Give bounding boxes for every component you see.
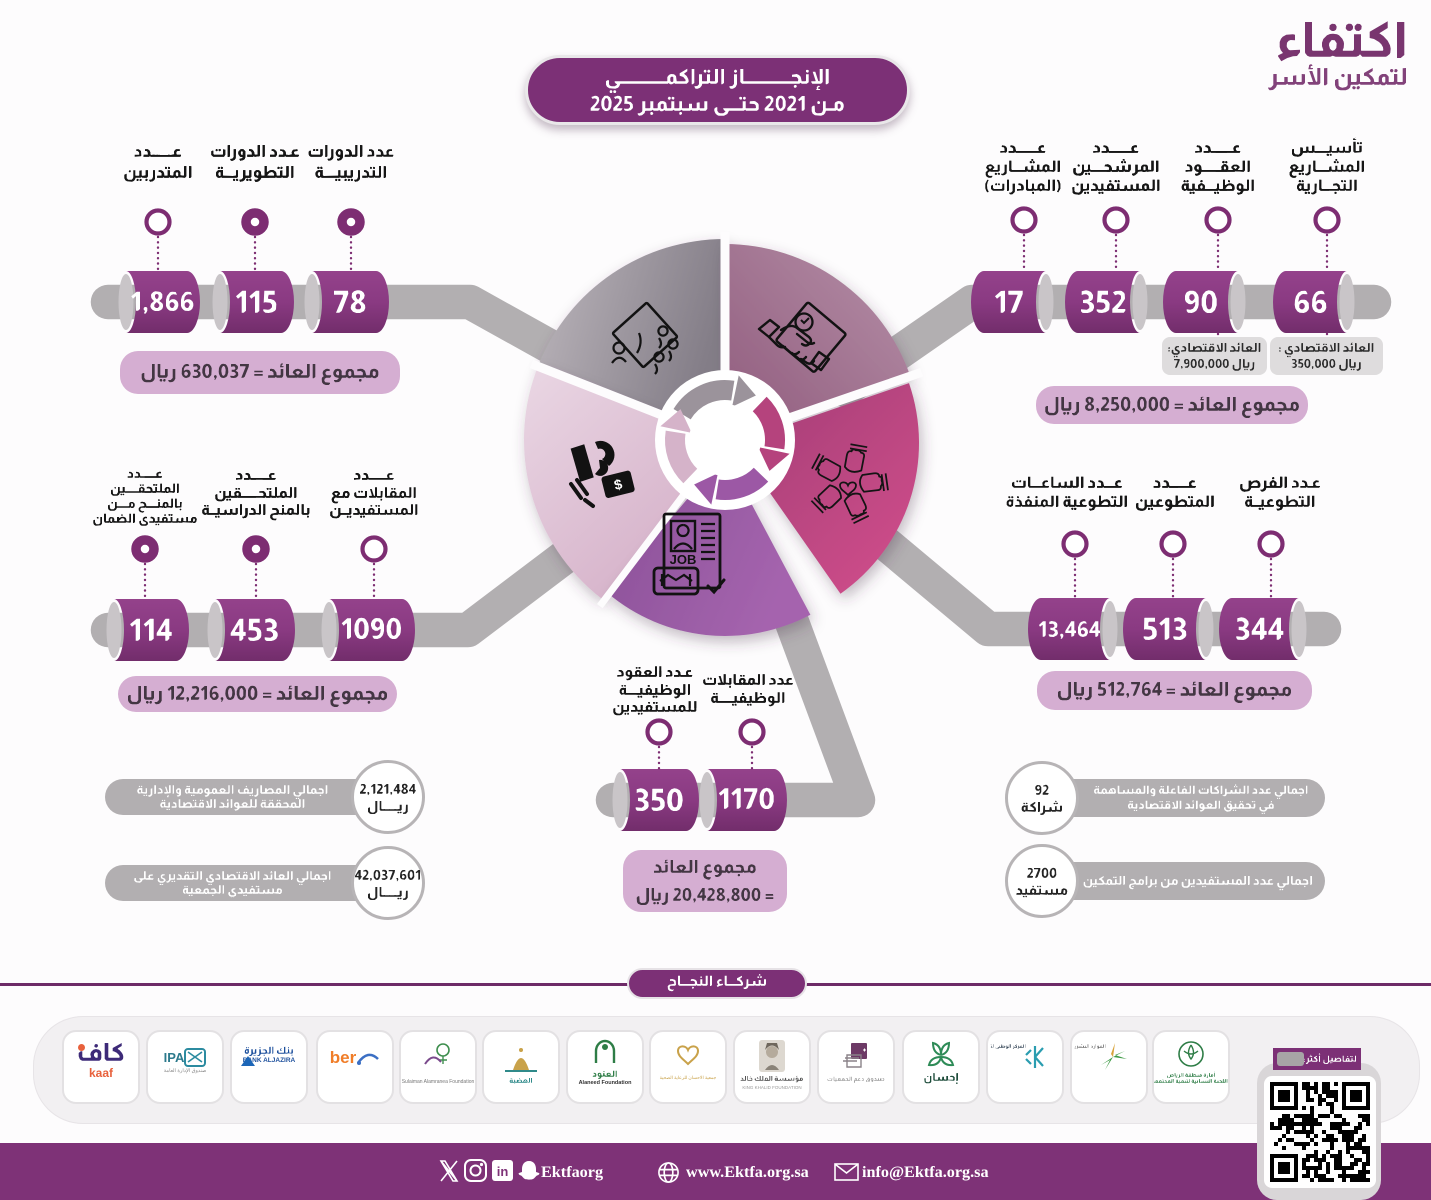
svg-text:$: $	[612, 476, 624, 493]
svg-text:JOB: JOB	[670, 552, 697, 567]
svg-text:in: in	[497, 1164, 509, 1179]
